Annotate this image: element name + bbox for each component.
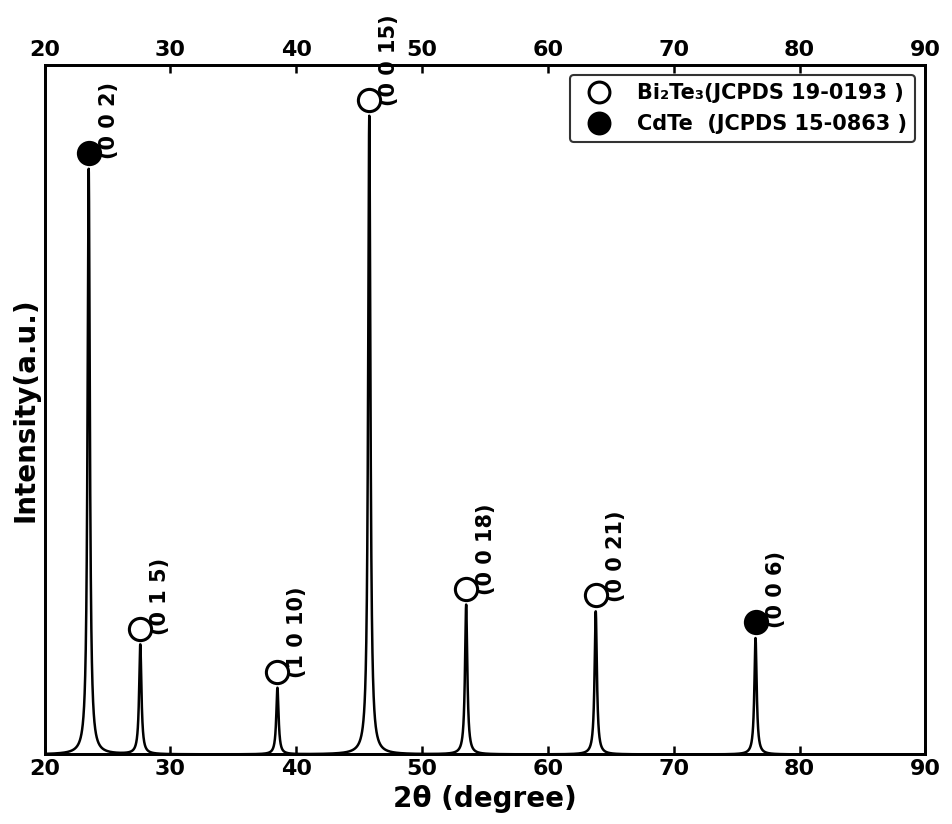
Text: (0 0 15): (0 0 15) bbox=[379, 15, 399, 106]
Text: (0 1 5): (0 1 5) bbox=[150, 558, 170, 635]
Text: (1 0 10): (1 0 10) bbox=[288, 587, 307, 678]
X-axis label: 2θ (degree): 2θ (degree) bbox=[393, 785, 577, 813]
Legend: Bi₂Te₃(JCPDS 19-0193 ), CdTe  (JCPDS 15-0863 ): Bi₂Te₃(JCPDS 19-0193 ), CdTe (JCPDS 15-0… bbox=[570, 75, 915, 142]
Text: (0 0 18): (0 0 18) bbox=[476, 503, 496, 595]
Text: (0 0 6): (0 0 6) bbox=[765, 551, 785, 629]
Y-axis label: Intensity(a.u.): Intensity(a.u.) bbox=[11, 297, 39, 522]
Text: (0 0 21): (0 0 21) bbox=[605, 510, 625, 602]
Text: (0 0 2): (0 0 2) bbox=[99, 82, 119, 159]
